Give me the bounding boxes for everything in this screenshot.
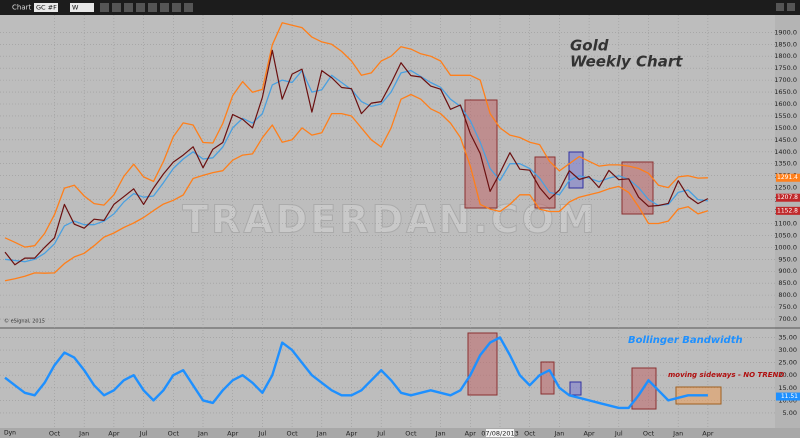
toolbar-icons [100,3,795,12]
x-tick-label: Apr [583,430,595,438]
price-tag [776,193,800,202]
window-title: Chart [12,4,31,12]
chart-title: Gold [570,37,609,55]
price-tag-label: 1291.4 [777,174,798,181]
interval-box[interactable] [70,3,94,12]
price-tag [776,206,800,215]
x-tick-label: Apr [346,430,358,438]
x-tick-label: 07/08/2013 [481,430,518,438]
x-tick-label: Jul [139,430,148,438]
y-tick-label: 5.00 [783,409,797,417]
x-tick-label: Oct [405,430,417,438]
x-tick-label: Jan [553,430,564,438]
series-line [4,93,709,282]
y-tick-label: 15.00 [778,384,797,392]
y-tick-label: 1500.0 [774,124,797,132]
y-tick-label: 1450.0 [774,136,797,144]
x-tick-label: Apr [465,430,477,438]
y-tick-label: 1800.0 [774,52,797,60]
x-tick-label: Jan [435,430,446,438]
x-tick-label: Jan [316,430,327,438]
y-tick-label: 950.0 [778,255,797,263]
x-tick-label: Oct [643,430,655,438]
x-tick-label: Oct [168,430,180,438]
highlight-boxes [464,99,722,410]
y-tick-label: 1250.0 [774,184,797,192]
price-tag-label: 11.51 [781,393,798,400]
y-tick-label: 1350.0 [774,160,797,168]
title-bar [0,0,800,15]
y-tick-label: 800.0 [778,291,797,299]
copyright: © eSignal, 2015 [4,318,45,325]
y-tick-label: 1400.0 [774,148,797,156]
mode: Dyn [4,430,16,437]
x-tick-label: Jan [197,430,208,438]
value-axis [775,15,800,428]
price-tag [776,392,800,401]
price-tag-label: 1207.8 [777,194,798,201]
x-tick-label: Oct [286,430,298,438]
price-tag [776,173,800,182]
y-tick-label: 35.00 [778,334,797,342]
y-tick-label: 1900.0 [774,28,797,36]
watermark: TRADERDAN.COM [182,198,598,242]
series-line [4,336,708,410]
y-tick-label: 850.0 [778,279,797,287]
y-tick-label: 750.0 [778,303,797,311]
x-tick-label: Jul [376,430,385,438]
interval: W [72,4,79,12]
panel-title: Bollinger Bandwidth [628,335,743,346]
series-line [4,22,708,248]
x-tick-label: Oct [524,430,536,438]
y-tick-label: 1700.0 [774,76,797,84]
y-tick-label: 1050.0 [774,231,797,239]
x-tick-label: Apr [227,430,239,438]
y-tick-label: 900.0 [778,267,797,275]
x-tick-label: Jan [672,430,683,438]
y-tick-label: 1650.0 [774,88,797,96]
y-tick-label: 25.00 [778,359,797,367]
symbol: GC #F [36,4,57,12]
note: moving sideways - NO TREND [668,371,784,379]
x-tick-label: Apr [702,430,714,438]
x-tick-label: Jul [257,430,266,438]
time-axis [0,428,800,438]
y-tick-label: 1000.0 [774,243,797,251]
series-line [4,49,709,266]
x-tick-label: Oct [49,430,61,438]
x-tick-label: Apr [108,430,120,438]
y-tick-label: 1600.0 [774,100,797,108]
y-tick-label: 700.0 [778,315,797,323]
chart-subtitle: Weekly Chart [570,53,683,71]
x-tick-label: Jul [614,430,623,438]
y-tick-label: 1550.0 [774,112,797,120]
y-tick-label: 1100.0 [774,219,797,227]
symbol-box[interactable] [34,3,58,12]
y-tick-label: 1850.0 [774,40,797,48]
price-tag-label: 1152.8 [777,207,798,214]
cursor-label-box [486,429,514,437]
y-tick-label: 1750.0 [774,64,797,72]
y-tick-label: 20.00 [778,371,797,379]
x-tick-label: Jan [78,430,89,438]
y-tick-label: 30.00 [778,346,797,354]
